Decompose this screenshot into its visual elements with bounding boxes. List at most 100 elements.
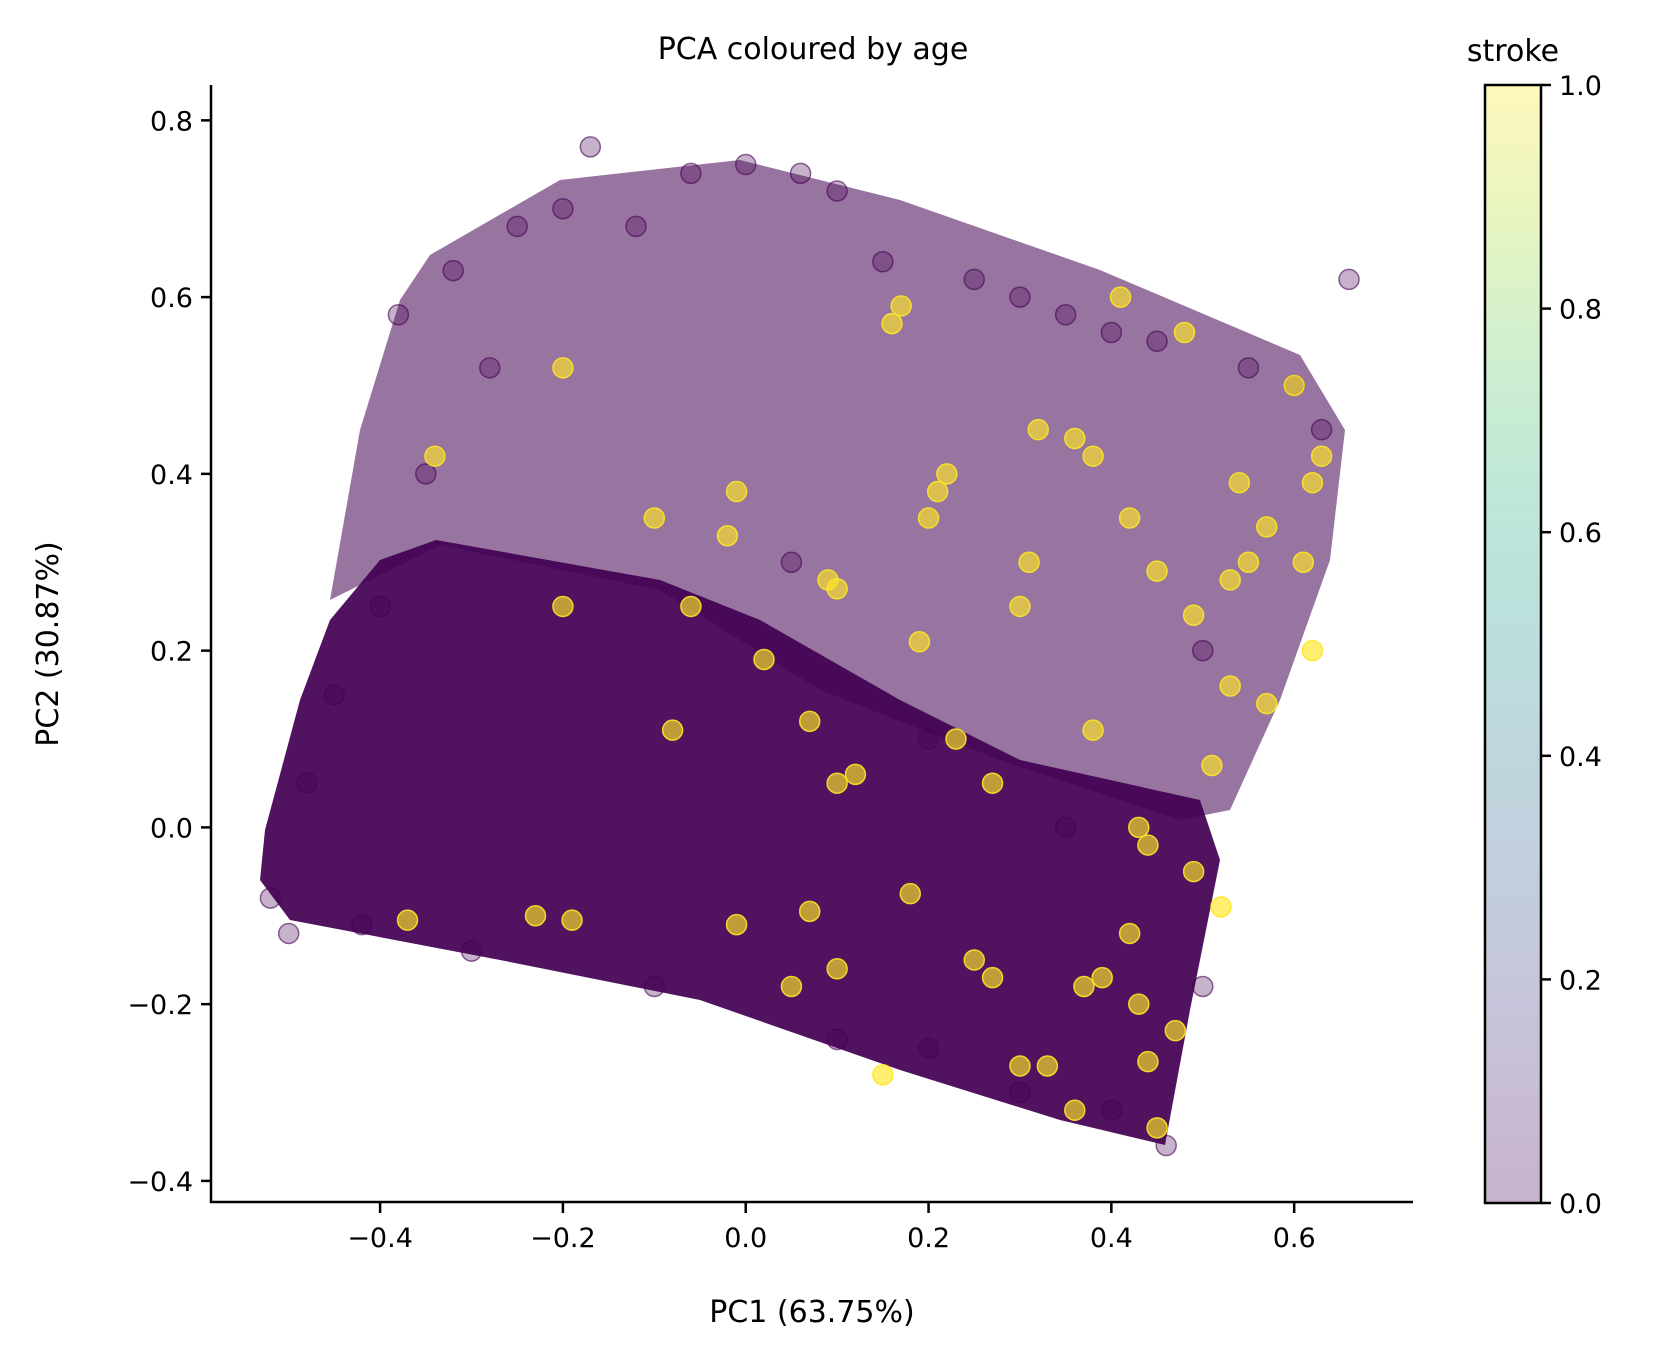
- y-tick-label: −0.2: [127, 990, 193, 1021]
- scatter-point-stroke-1: [917, 507, 940, 529]
- scatter-point-stroke-0: [415, 463, 437, 485]
- colorbar-tick-label: 0.8: [1559, 295, 1602, 326]
- scatter-point-stroke-1: [1118, 922, 1141, 945]
- scatter-point-stroke-0: [1192, 639, 1214, 662]
- scatter-point-stroke-1: [725, 913, 748, 936]
- scatter-point-stroke-0: [734, 153, 757, 176]
- scatter-point-stroke-0: [1192, 975, 1214, 998]
- scatter-point-stroke-1: [643, 507, 666, 529]
- scatter-point-stroke-0: [1100, 1099, 1123, 1121]
- colorbar-ticks: 0.0 0.2 0.4 0.6 0.8 1.0: [1541, 71, 1602, 1220]
- scatter-point-stroke-1: [680, 595, 702, 618]
- scatter-point-stroke-0: [1338, 268, 1360, 291]
- scatter-point-stroke-1: [1082, 719, 1104, 741]
- scatter-point-stroke-1: [945, 728, 967, 750]
- scatter-point-stroke-1: [872, 1064, 894, 1086]
- scatter-point-stroke-1: [552, 357, 574, 379]
- y-tick-label: −0.4: [127, 1167, 193, 1198]
- scatter-point-stroke-1: [1009, 1055, 1031, 1077]
- x-axis-label: PC1 (63.75%): [709, 1295, 914, 1330]
- scatter-point-stroke-1: [1219, 569, 1241, 591]
- scatter-points: [259, 136, 1360, 1157]
- colorbar-tick-label: 0.6: [1559, 518, 1602, 549]
- colorbar-tick-label: 0.0: [1559, 1189, 1602, 1220]
- scatter-point-stroke-0: [917, 1037, 940, 1060]
- scatter-point-stroke-1: [1137, 834, 1159, 856]
- scatter-point-stroke-0: [826, 1028, 848, 1051]
- scatter-point-stroke-1: [1137, 1050, 1159, 1073]
- scatter-point-stroke-1: [753, 648, 775, 671]
- scatter-point-stroke-1: [926, 480, 949, 503]
- y-tick-label: 0.4: [150, 460, 193, 491]
- scatter-point-stroke-0: [1146, 330, 1168, 353]
- scatter-point-stroke-0: [506, 215, 528, 238]
- scatter-point-stroke-0: [369, 595, 391, 618]
- scatter-point-stroke-1: [1146, 1117, 1168, 1139]
- scatter-point-stroke-1: [1036, 1055, 1059, 1077]
- scatter-point-stroke-1: [1219, 675, 1241, 697]
- scatter-point-stroke-1: [1128, 816, 1150, 839]
- scatter-point-stroke-1: [1073, 975, 1095, 998]
- y-tick-label: 0.0: [150, 813, 193, 844]
- y-axis-ticks: −0.4 −0.2 0.0 0.2 0.4 0.6 0.8: [127, 106, 211, 1198]
- scatter-point-stroke-0: [552, 197, 574, 220]
- scatter-point-stroke-1: [1064, 427, 1086, 450]
- scatter-point-stroke-0: [323, 684, 346, 706]
- x-tick-label: 0.0: [724, 1223, 767, 1254]
- scatter-point-stroke-0: [579, 136, 602, 158]
- scatter-point-stroke-1: [1128, 993, 1150, 1015]
- scatter-point-stroke-1: [1228, 471, 1251, 494]
- colorbar-tick-label: 0.2: [1559, 965, 1602, 996]
- scatter-point-stroke-1: [1164, 1019, 1187, 1042]
- scatter-point-stroke-1: [899, 882, 922, 905]
- x-tick-label: −0.2: [530, 1223, 596, 1254]
- y-tick-label: 0.8: [150, 106, 193, 137]
- scatter-point-stroke-0: [789, 162, 812, 185]
- colorbar: stroke 0.0 0.2 0.4 0.6 0.8 1.0: [1467, 34, 1602, 1220]
- scatter-point-stroke-0: [625, 215, 647, 238]
- scatter-point-stroke-1: [1109, 286, 1132, 308]
- scatter-point-stroke-1: [1146, 560, 1168, 582]
- x-tick-label: 0.6: [1273, 1223, 1316, 1254]
- scatter-point-stroke-1: [524, 905, 547, 927]
- scatter-point-stroke-1: [981, 772, 1004, 794]
- chart-title: PCA coloured by age: [658, 32, 969, 67]
- x-tick-label: −0.4: [347, 1223, 413, 1254]
- scatter-point-stroke-1: [1018, 551, 1040, 573]
- colorbar-gradient: [1485, 85, 1541, 1203]
- scatter-point-stroke-1: [844, 763, 867, 786]
- scatter-point-stroke-1: [881, 312, 903, 335]
- scatter-point-stroke-1: [1173, 321, 1196, 344]
- scatter-point-stroke-1: [890, 295, 912, 317]
- scatter-point-stroke-0: [460, 940, 483, 962]
- scatter-point-stroke-1: [725, 480, 748, 503]
- scatter-point-stroke-1: [1283, 374, 1305, 397]
- dense-cloud-region: [260, 540, 1220, 1145]
- y-tick-label: 0.2: [150, 637, 193, 668]
- sparse-cloud-region: [330, 160, 1345, 820]
- scatter-point-stroke-1: [552, 595, 574, 618]
- scatter-point-stroke-0: [1237, 357, 1260, 379]
- scatter-point-stroke-0: [351, 913, 373, 936]
- scatter-point-stroke-0: [259, 887, 282, 909]
- scatter-point-stroke-0: [1155, 1134, 1177, 1157]
- scatter-point-stroke-1: [716, 524, 739, 547]
- colorbar-tick-label: 1.0: [1559, 71, 1602, 102]
- scatter-point-stroke-1: [1118, 507, 1141, 529]
- scatter-point-stroke-0: [680, 162, 702, 185]
- scatter-point-stroke-0: [1054, 304, 1077, 326]
- scatter-point-stroke-1: [798, 900, 821, 923]
- scatter-point-stroke-1: [1292, 551, 1315, 573]
- scatter-point-stroke-0: [442, 259, 464, 282]
- scatter-point-stroke-1: [1301, 639, 1324, 662]
- scatter-point-stroke-1: [1091, 966, 1113, 989]
- scatter-point-stroke-0: [826, 180, 848, 202]
- scatter-point-stroke-1: [780, 975, 803, 998]
- scatter-point-stroke-1: [1182, 604, 1205, 627]
- scatter-point-stroke-0: [1310, 418, 1333, 441]
- scatter-point-stroke-1: [826, 578, 848, 600]
- scatter-point-stroke-1: [1027, 418, 1049, 441]
- scatter-point-stroke-0: [643, 975, 666, 998]
- colorbar-frame: [1483, 83, 1543, 1205]
